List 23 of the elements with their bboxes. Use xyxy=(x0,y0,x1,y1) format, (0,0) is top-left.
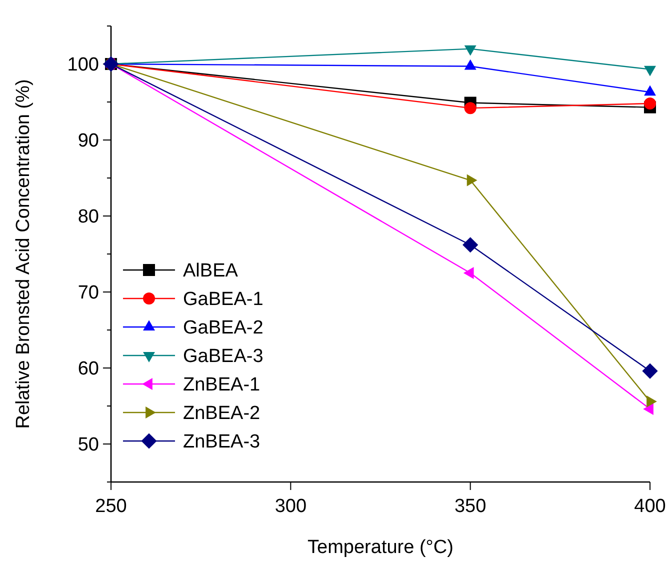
legend-label: GaBEA-1 xyxy=(183,289,264,310)
point xyxy=(462,237,478,253)
legend-label: ZnBEA-3 xyxy=(183,432,260,453)
legend-label: GaBEA-2 xyxy=(183,318,264,339)
y-tick-label: 100 xyxy=(67,54,99,76)
legend-label: ZnBEA-1 xyxy=(183,374,260,396)
x-axis-title: Temperature (°C) xyxy=(308,537,454,558)
y-tick-label: 80 xyxy=(78,206,99,228)
x-tick-label: 400 xyxy=(634,496,666,517)
legend-label: GaBEA-3 xyxy=(183,346,264,368)
point xyxy=(464,102,476,114)
point xyxy=(642,363,658,379)
x-tick-label: 300 xyxy=(274,496,307,517)
legend-label: ZnBEA-2 xyxy=(183,403,260,424)
y-tick-label: 50 xyxy=(78,434,99,456)
y-tick-label: 70 xyxy=(78,282,99,304)
y-tick-label: 60 xyxy=(78,358,99,380)
y-tick-label: 90 xyxy=(78,130,99,152)
x-tick-label: 350 xyxy=(454,496,486,517)
point xyxy=(644,98,656,110)
y-axis-title: Relative Bronsted Acid Concentration (%) xyxy=(13,79,34,429)
x-tick-label: 250 xyxy=(95,496,127,517)
legend-label: AlBEA xyxy=(183,260,238,282)
